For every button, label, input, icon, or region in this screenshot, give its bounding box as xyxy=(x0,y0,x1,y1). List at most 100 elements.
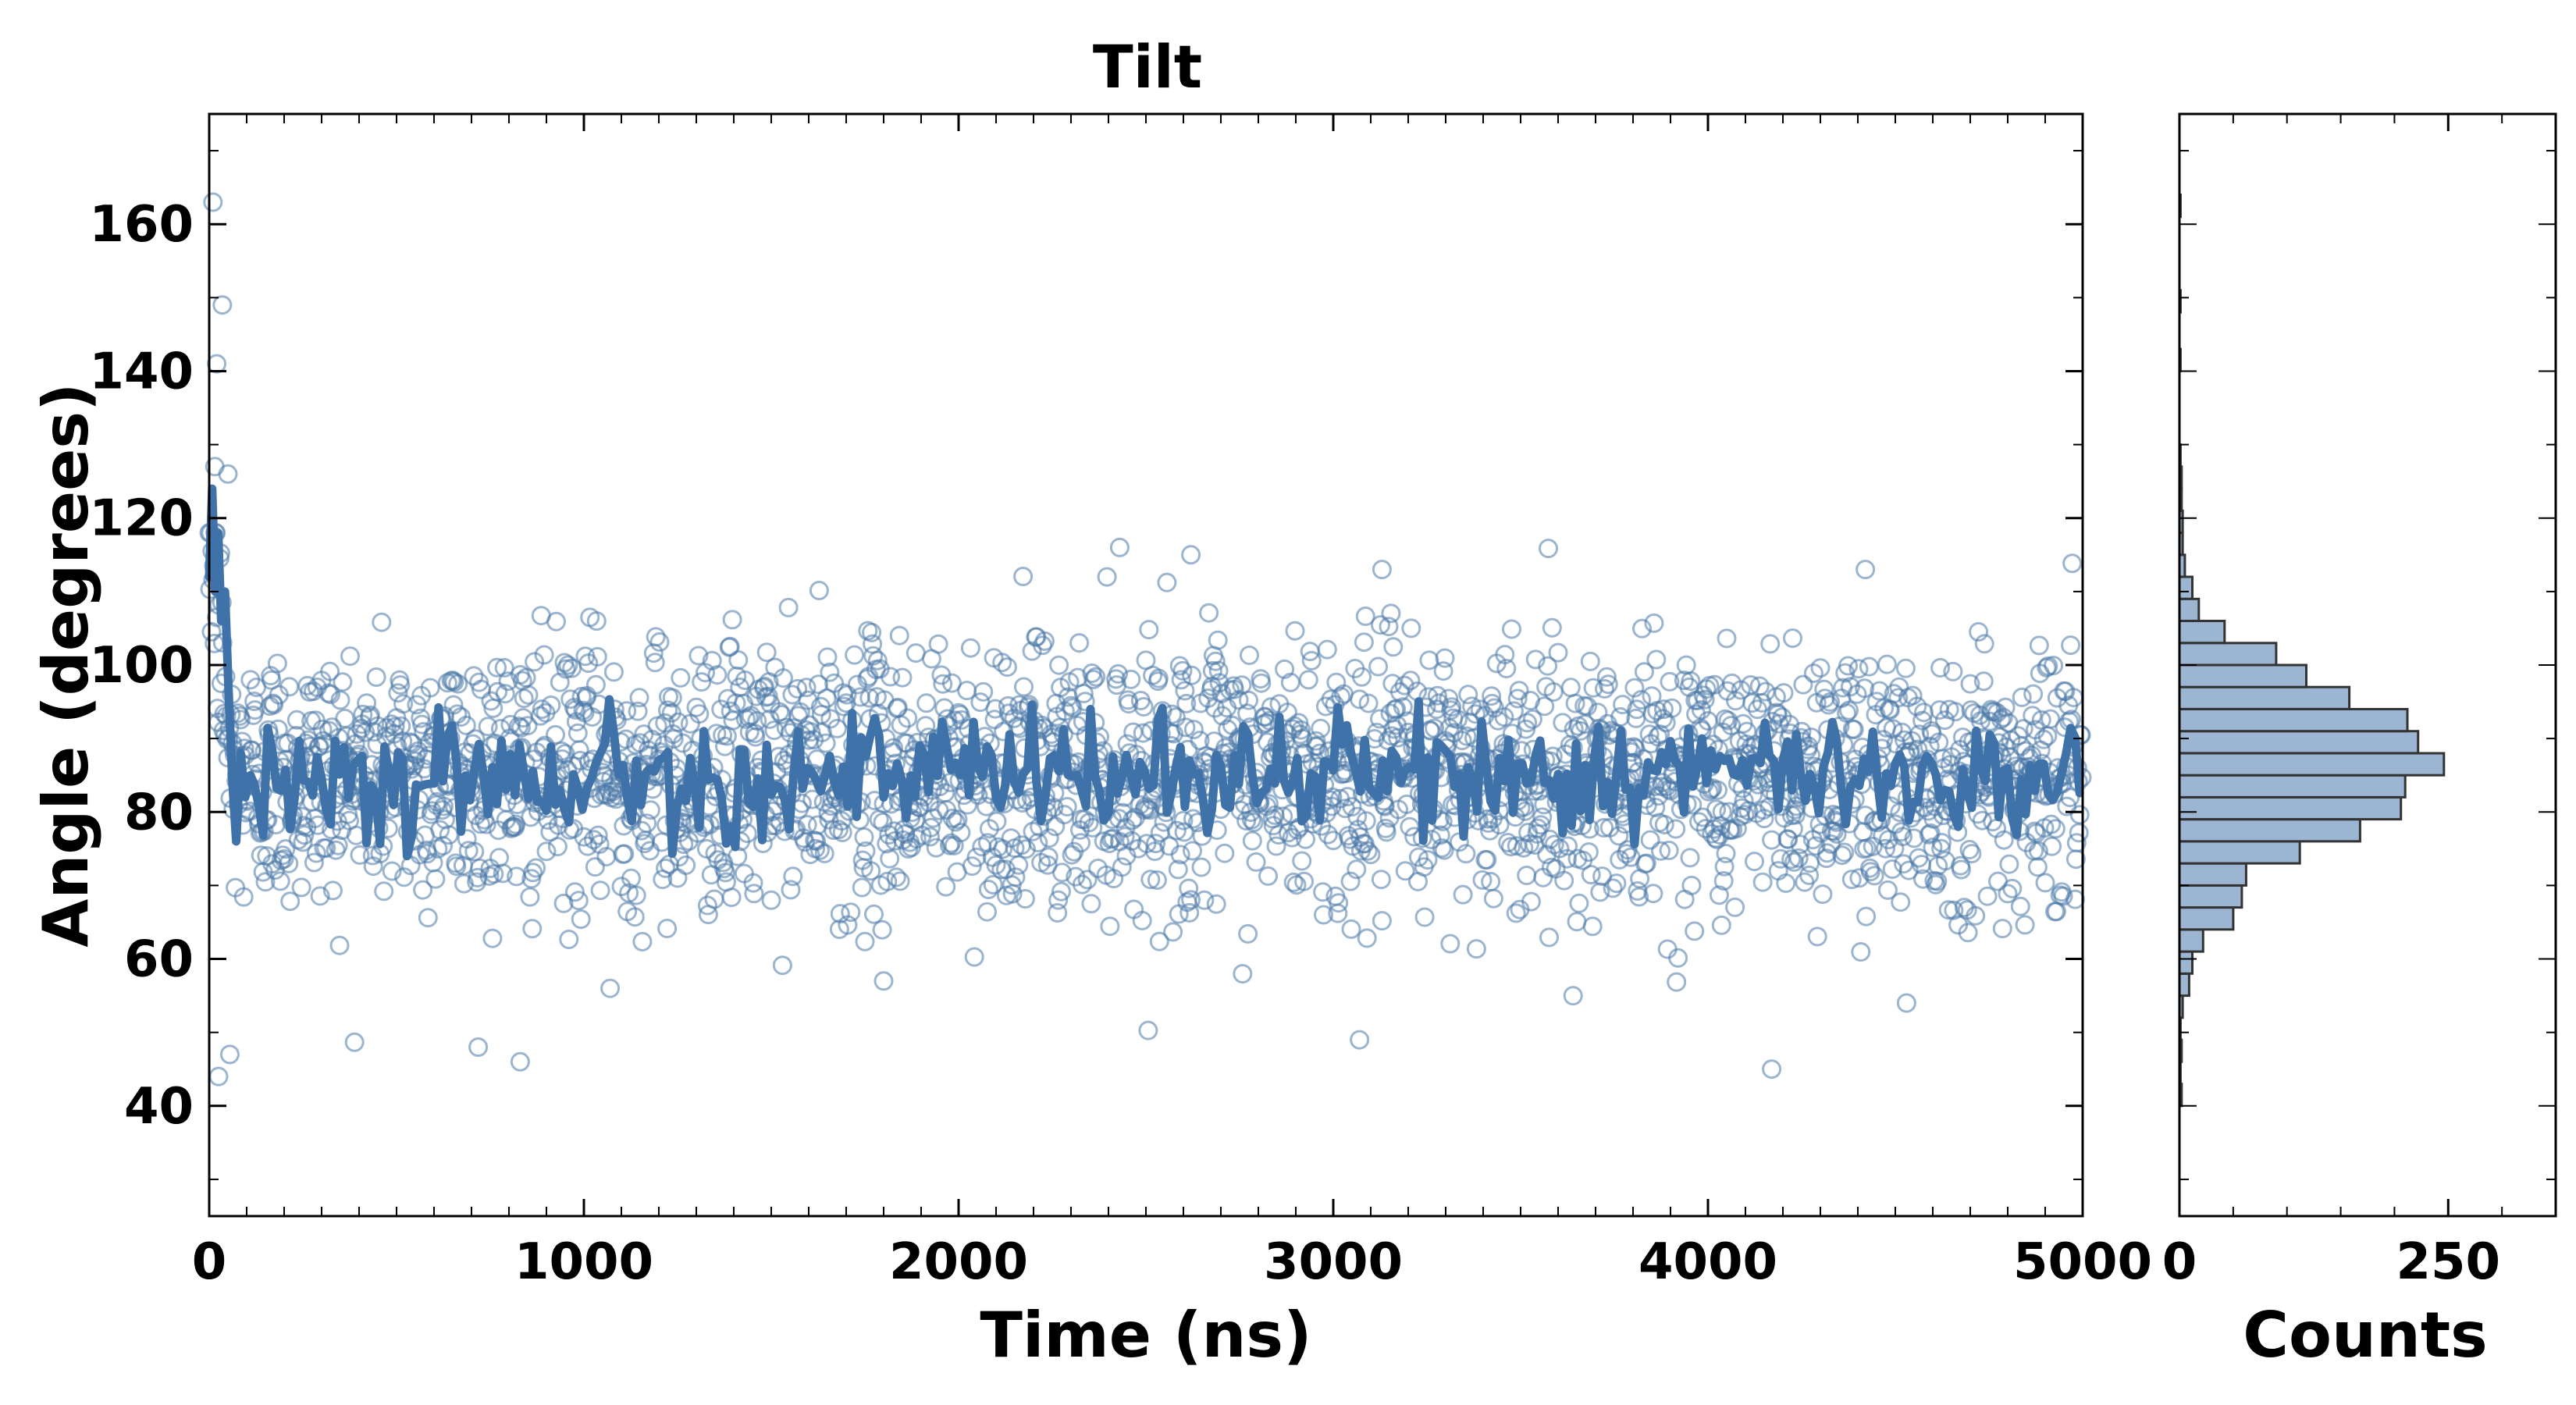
scatter-point xyxy=(1350,689,1370,710)
scatter-point xyxy=(393,694,414,714)
scatter-point xyxy=(1709,885,1729,905)
scatter-point xyxy=(816,733,836,753)
scatter-point xyxy=(1667,972,1687,992)
scatter-point xyxy=(320,661,340,681)
scatter-point xyxy=(978,880,998,899)
scatter-point xyxy=(773,668,793,688)
scatter-point xyxy=(1356,811,1376,831)
scatter-point xyxy=(741,706,761,726)
scatter-point xyxy=(1393,697,1413,717)
scatter-point xyxy=(494,658,514,678)
scatter-point xyxy=(1075,692,1095,712)
scatter-point-outlier xyxy=(1896,993,1916,1013)
scatter-point xyxy=(1181,890,1201,910)
histogram-bar xyxy=(2178,730,2420,755)
histogram-bar xyxy=(2178,774,2407,799)
scatter-point xyxy=(1659,841,1679,860)
scatter-point xyxy=(571,909,591,930)
scatter-point xyxy=(406,745,426,765)
scatter-point xyxy=(255,872,276,892)
scatter-point xyxy=(1930,700,1950,720)
scatter-point xyxy=(1893,827,1913,847)
scatter-point xyxy=(1681,671,1701,692)
scatter-point xyxy=(2029,635,2049,656)
scatter-point xyxy=(1691,700,1711,720)
scatter-point xyxy=(1478,813,1499,833)
x-axis-label: Time (ns) xyxy=(980,1299,1311,1371)
scatter-point xyxy=(1419,650,1439,670)
scatter-point xyxy=(1754,809,1774,829)
scatter-point xyxy=(1745,852,1764,872)
histogram-bar xyxy=(2178,663,2307,688)
scatter-point xyxy=(838,915,858,935)
scatter-point xyxy=(1781,849,1802,870)
scatter-point xyxy=(898,708,918,728)
scatter-point xyxy=(1057,797,1077,816)
scatter-point xyxy=(526,858,546,878)
scatter-point-outlier xyxy=(1109,537,1130,557)
scatter-point xyxy=(569,740,589,760)
scatter-point xyxy=(1610,707,1631,727)
scatter-point xyxy=(1848,659,1869,679)
histogram-bar xyxy=(2178,884,2243,909)
scatter-point xyxy=(304,852,324,873)
scatter-point xyxy=(1394,675,1414,695)
scatter-point xyxy=(1048,890,1069,910)
scatter-point xyxy=(1318,824,1338,845)
scatter-point xyxy=(1016,839,1036,859)
scatter-point xyxy=(1717,628,1737,649)
scatter-point xyxy=(951,823,971,843)
scatter-point xyxy=(532,699,552,720)
scatter-point xyxy=(1079,813,1099,833)
scatter-point xyxy=(1495,645,1515,665)
scatter-point xyxy=(1166,820,1187,841)
scatter-point xyxy=(657,919,678,938)
scatter-point xyxy=(1183,841,1202,861)
scatter-point xyxy=(1841,870,1862,890)
scatter-point xyxy=(482,928,503,948)
scatter-point xyxy=(2041,814,2062,834)
histogram-bar xyxy=(2178,620,2226,645)
scatter-point xyxy=(671,667,691,688)
scatter-point xyxy=(1139,620,1159,640)
scatter-point xyxy=(1081,894,1101,914)
scatter-point xyxy=(1992,919,2012,939)
scatter-point xyxy=(688,646,709,666)
scatter-point xyxy=(1073,684,1094,703)
scatter-point xyxy=(889,625,909,646)
scatter-point xyxy=(1123,810,1143,831)
scatter-point xyxy=(754,676,774,696)
scatter-point xyxy=(321,685,340,705)
scatter-point xyxy=(692,672,712,692)
scatter-point xyxy=(1266,836,1286,856)
scatter-point xyxy=(590,880,610,901)
scatter-point xyxy=(2002,878,2023,898)
scatter-point xyxy=(1999,854,2019,874)
scatter-point xyxy=(1372,911,1392,931)
scatter-point xyxy=(1558,836,1578,856)
scatter-point xyxy=(872,919,892,940)
scatter-point xyxy=(1480,820,1500,841)
scatter-point xyxy=(770,702,790,722)
scatter-point xyxy=(1752,872,1773,892)
scatter-point xyxy=(977,902,997,922)
scatter-point xyxy=(418,908,438,928)
scatter-point xyxy=(884,738,903,758)
scatter-point xyxy=(1371,870,1391,890)
scatter-point xyxy=(1712,802,1732,822)
scatter-point xyxy=(1028,833,1048,852)
scatter-point xyxy=(434,796,454,816)
scatter-point xyxy=(1895,658,1916,678)
scatter-point xyxy=(1707,829,1727,849)
scatter-point xyxy=(1636,853,1656,873)
scatter-point xyxy=(668,712,688,732)
scatter-point xyxy=(1298,670,1318,690)
scatter-point xyxy=(1521,891,1541,912)
histogram-bars-layer xyxy=(2178,194,2446,1108)
scatter-point xyxy=(1506,903,1526,923)
chart-title: Tilt xyxy=(1093,32,1202,101)
scatter-point xyxy=(828,820,849,840)
scatter-point xyxy=(1432,838,1452,858)
scatter-point xyxy=(856,841,876,861)
scatter-point xyxy=(1283,872,1304,892)
